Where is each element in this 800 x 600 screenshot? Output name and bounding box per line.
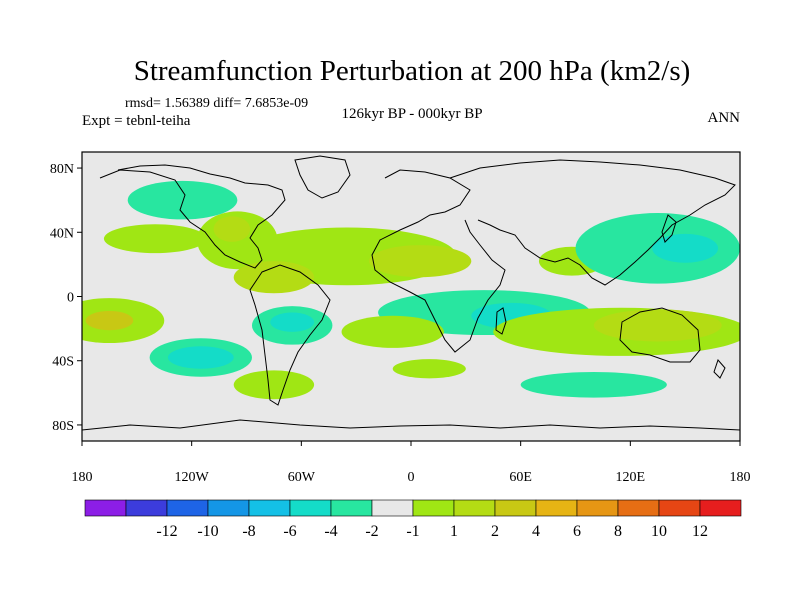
asia-coast <box>449 159 736 286</box>
x-tick-label: 120E <box>616 470 646 485</box>
new-zealand-coast <box>713 359 726 379</box>
contour-southern-ocean-negative <box>520 371 667 398</box>
colorbar-swatch <box>125 499 168 517</box>
contour-north-pacific-west-core <box>652 233 719 263</box>
colorbar-label: -4 <box>324 523 337 540</box>
map-axes: 180 120W 60W 0 60E 120E 180 80N 40N 0 40S 80S <box>50 162 751 485</box>
y-tick-label: 40S <box>52 355 74 370</box>
colorbar-swatch <box>699 499 742 517</box>
colorbar-label: 12 <box>692 523 708 540</box>
colorbar-label: -1 <box>406 523 419 540</box>
colorbar-swatch <box>412 499 455 517</box>
contour-fills <box>82 180 740 400</box>
coastlines <box>82 155 740 431</box>
contour-australia-core-positive <box>593 309 722 342</box>
colorbar-label: -6 <box>283 523 296 540</box>
australia-coast <box>619 307 701 363</box>
y-tick-label: 40N <box>50 226 74 241</box>
contour-caribbean-positive <box>233 261 315 294</box>
contour-north-pacific-west-positive <box>103 224 207 254</box>
contour-patagonia-positive <box>233 370 315 400</box>
contour-south-pacific-core <box>85 310 134 331</box>
colorbar-label: -8 <box>242 523 255 540</box>
x-tick-label: 120W <box>175 470 210 485</box>
colorbar-swatch <box>576 499 619 517</box>
colorbar-swatch <box>494 499 537 517</box>
colorbar-label: -10 <box>197 523 218 540</box>
colorbar-swatch <box>289 499 332 517</box>
colorbar-swatch <box>658 499 701 517</box>
colorbar-swatch <box>453 499 496 517</box>
contour-north-pacific-east-core <box>213 216 251 242</box>
colorbar-label: 2 <box>491 523 499 540</box>
greenland-coast <box>294 155 351 199</box>
colorbar-swatch <box>166 499 209 517</box>
chart-title: Streamfunction Perturbation at 200 hPa (… <box>134 55 691 87</box>
period-label: 126kyr BP - 000kyr BP <box>341 106 482 122</box>
y-tick-label: 0 <box>67 291 74 306</box>
colorbar-label: 1 <box>450 523 458 540</box>
south-america-coast <box>249 264 331 406</box>
colorbar-label: 4 <box>532 523 540 540</box>
x-tick-label: 180 <box>72 470 93 485</box>
europe-africa-coast <box>371 169 506 353</box>
y-tick-label: 80S <box>52 419 74 434</box>
colorbar-swatch <box>617 499 660 517</box>
x-tick-label: 60W <box>288 470 316 485</box>
map-area <box>81 151 741 442</box>
antarctica-coast <box>82 419 740 431</box>
colorbar-label: -2 <box>365 523 378 540</box>
colorbar-label: 8 <box>614 523 622 540</box>
contour-south-america-core <box>270 312 315 332</box>
colorbar-label: 10 <box>651 523 667 540</box>
colorbar-label: 6 <box>573 523 581 540</box>
colorbar-label: -12 <box>156 523 177 540</box>
stats-label: rmsd= 1.56389 diff= 7.6853e-09 <box>125 96 308 111</box>
colorbar-swatch <box>248 499 291 517</box>
colorbar-swatch <box>330 499 373 517</box>
contour-south-atlantic-positive <box>341 315 444 348</box>
x-tick-label: 0 <box>408 470 415 485</box>
madagascar-coast <box>495 307 507 335</box>
y-tick-label: 80N <box>50 162 74 177</box>
contour-north-atlantic-ring-negative <box>127 180 238 220</box>
contour-south-indian-positive <box>392 359 466 379</box>
colorbar-swatch <box>207 499 250 517</box>
colorbar-swatch <box>371 499 414 517</box>
season-label: ANN <box>708 110 741 126</box>
colorbar-swatch <box>84 499 127 517</box>
x-tick-label: 60E <box>509 470 532 485</box>
experiment-label: Expt = tebnl-teiha <box>82 113 191 129</box>
colorbar: -12 -10 -8 -6 -4 -2 -1 1 2 4 6 8 10 12 <box>84 499 742 540</box>
contour-north-africa-positive <box>368 245 472 278</box>
colorbar-swatch <box>535 499 578 517</box>
japan-coast <box>661 214 677 243</box>
x-tick-label: 180 <box>730 470 751 485</box>
contour-south-pacific-central-core <box>167 346 234 369</box>
north-america-coast <box>99 164 286 269</box>
